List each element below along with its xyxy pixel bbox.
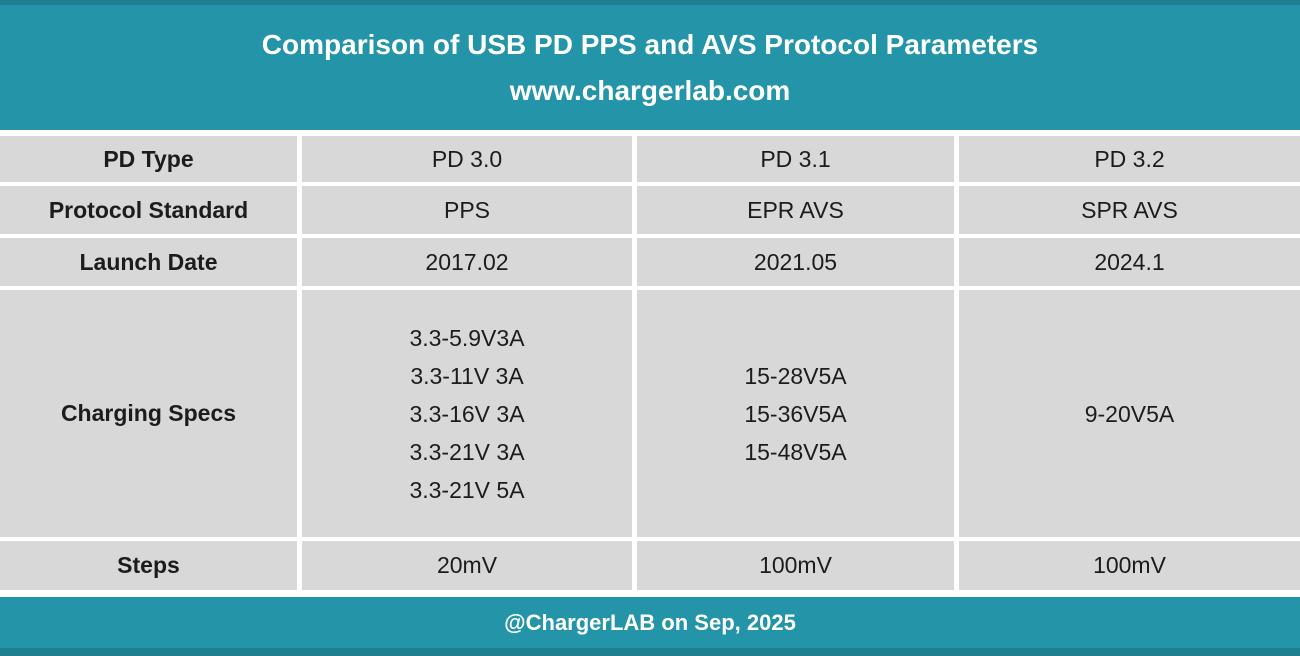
cell-protocol-pd32: SPR AVS — [959, 186, 1300, 234]
spec-line: 3.3-11V 3A — [410, 362, 524, 389]
spec-line: 3.3-21V 3A — [409, 438, 525, 465]
cell-launch-pd31: 2021.05 — [637, 238, 954, 286]
page-title: Comparison of USB PD PPS and AVS Protoco… — [261, 28, 1039, 60]
spec-line: 15-28V5A — [744, 362, 847, 389]
row-header-charging-specs: Charging Specs — [0, 290, 297, 537]
cell-specs-pd32: 9-20V5A — [959, 290, 1300, 537]
header-banner: Comparison of USB PD PPS and AVS Protoco… — [0, 0, 1300, 130]
comparison-table: PD Type PD 3.0 PD 3.1 PD 3.2 Protocol St… — [0, 136, 1300, 590]
footer-banner: @ChargerLAB on Sep, 2025 — [0, 597, 1300, 656]
spec-line: 15-36V5A — [744, 400, 847, 427]
row-header-pd-type: PD Type — [0, 136, 297, 182]
cell-protocol-pd31: EPR AVS — [637, 186, 954, 234]
row-header-launch-date: Launch Date — [0, 238, 297, 286]
cell-pd-type-pd30: PD 3.0 — [302, 136, 632, 182]
spec-line: 9-20V5A — [1084, 400, 1175, 427]
spec-line: 3.3-16V 3A — [409, 400, 525, 427]
cell-protocol-pd30: PPS — [302, 186, 632, 234]
cell-specs-pd31: 15-28V5A 15-36V5A 15-48V5A — [637, 290, 954, 537]
spec-line: 15-48V5A — [744, 438, 847, 465]
cell-launch-pd30: 2017.02 — [302, 238, 632, 286]
row-header-protocol-standard: Protocol Standard — [0, 186, 297, 234]
cell-steps-pd32: 100mV — [959, 541, 1300, 590]
cell-pd-type-pd31: PD 3.1 — [637, 136, 954, 182]
credit-text: @ChargerLAB on Sep, 2025 — [504, 609, 796, 635]
row-header-steps: Steps — [0, 541, 297, 590]
cell-pd-type-pd32: PD 3.2 — [959, 136, 1300, 182]
cell-steps-pd31: 100mV — [637, 541, 954, 590]
spec-line: 3.3-5.9V3A — [409, 324, 525, 351]
cell-launch-pd32: 2024.1 — [959, 238, 1300, 286]
cell-specs-pd30: 3.3-5.9V3A 3.3-11V 3A 3.3-16V 3A 3.3-21V… — [302, 290, 632, 537]
cell-steps-pd30: 20mV — [302, 541, 632, 590]
spec-line: 3.3-21V 5A — [409, 476, 525, 503]
website-url: www.chargerlab.com — [509, 74, 791, 106]
